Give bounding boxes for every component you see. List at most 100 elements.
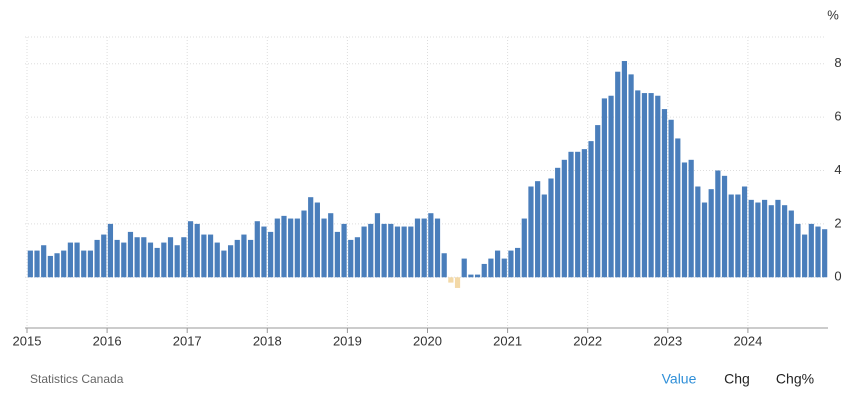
bar [755,202,761,278]
bar [641,93,648,278]
bar [194,223,200,278]
bar [675,138,681,278]
bar [788,210,794,278]
bar [561,159,567,278]
bar [808,223,814,278]
bar [648,93,654,278]
bar [761,199,768,278]
bar [535,181,541,278]
x-tick-label: 2015 [13,333,42,348]
bar [167,237,174,278]
bar [47,255,53,278]
bar [421,218,427,278]
bar [414,218,421,278]
bar [481,263,487,278]
bar [615,71,621,278]
bar [468,274,474,278]
bar [74,242,80,278]
x-tick-label: 2017 [173,333,202,348]
bar [601,98,607,278]
bar [161,242,167,278]
bar [548,178,554,278]
toggle-button[interactable]: Value [662,371,697,387]
bar [488,258,494,278]
toggle-button[interactable]: Chg [724,371,750,387]
bar [341,223,347,278]
bar [521,218,527,278]
bar [254,221,260,278]
bar [595,125,601,278]
bar [61,250,67,278]
bar [207,234,214,278]
bar [154,247,160,278]
bar [608,95,614,278]
bar [668,119,674,278]
bar [101,234,107,278]
bar [401,226,407,278]
bar [107,223,114,278]
x-tick-label: 2020 [413,333,442,348]
y-tick-label: 4 [834,162,841,177]
x-tick-label: 2024 [733,333,762,348]
x-tick-label: 2018 [253,333,282,348]
bar [688,159,694,278]
bar [321,218,327,278]
bar [394,226,401,278]
bar [494,250,501,278]
y-tick-label: 2 [834,215,841,230]
bar [575,151,581,278]
bar [181,237,187,278]
bar [227,245,234,278]
bar [314,202,320,278]
bar [741,186,748,278]
bar [735,194,741,278]
bar [54,253,60,278]
bar [134,237,140,278]
bar [822,229,828,278]
bar [334,231,340,278]
bar [661,109,668,278]
bar [361,226,367,278]
bar [368,223,374,278]
y-tick-label: 6 [834,109,841,124]
bar [515,247,521,278]
x-tick-label: 2019 [333,333,362,348]
bar [121,242,127,278]
bar [141,237,147,278]
bar [501,258,507,278]
bar [568,151,574,278]
bar [388,223,394,278]
bar [308,197,314,278]
bar [815,226,821,278]
bar [301,210,307,278]
bar [581,149,587,278]
bar [41,245,47,278]
toggle-button[interactable]: Chg% [776,371,814,387]
bar [94,239,100,278]
bar [274,218,280,278]
y-tick-label: 8 [834,55,841,70]
bar [441,253,447,278]
bar [27,250,33,278]
bar [381,223,387,278]
x-tick-label: 2016 [93,333,122,348]
bar [354,237,361,278]
bar [782,205,788,278]
bar [234,239,240,278]
y-tick-label: 0 [834,269,841,284]
bar [281,215,287,278]
bar [221,250,227,278]
bar [635,90,641,278]
bar [508,250,514,278]
bar [261,226,267,278]
bar [802,234,808,278]
bar [268,231,274,278]
bar [348,239,354,278]
bar [728,194,734,278]
bar [201,234,207,278]
bar [655,95,661,278]
bar [621,61,628,278]
bar [555,167,561,278]
bar [434,218,441,278]
bar [328,213,334,278]
